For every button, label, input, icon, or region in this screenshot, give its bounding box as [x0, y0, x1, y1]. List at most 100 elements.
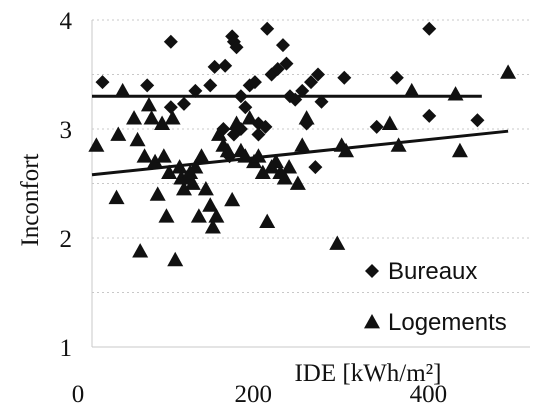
data-point-logements — [500, 64, 517, 79]
x-tick-label: 200 — [234, 381, 272, 408]
data-point-logements — [329, 235, 346, 250]
data-point-bureaux — [203, 78, 218, 93]
data-point-bureaux — [207, 59, 222, 74]
data-point-logements — [155, 148, 172, 163]
x-axis-title: IDE [kWh/m²] — [294, 360, 441, 387]
data-point-bureaux — [288, 92, 303, 107]
data-point-bureaux — [176, 96, 191, 111]
data-point-logements — [171, 159, 188, 174]
data-point-bureaux — [163, 34, 178, 49]
legend-diamond-icon — [365, 264, 379, 278]
data-point-bureaux — [422, 108, 437, 123]
data-point-bureaux — [314, 94, 329, 109]
data-point-logements — [114, 82, 131, 98]
axes — [91, 20, 530, 348]
data-point-logements — [208, 208, 225, 223]
data-point-logements — [381, 115, 398, 130]
legend-triangle-icon — [364, 314, 380, 329]
data-point-logements — [276, 170, 293, 185]
data-point-bureaux — [258, 119, 273, 134]
data-point-logements — [158, 208, 175, 223]
data-point-bureaux — [270, 62, 285, 77]
y-tick-label: 2 — [60, 226, 73, 253]
data-point-bureaux — [233, 89, 248, 104]
data-point-logements — [219, 142, 236, 158]
data-point-bureaux — [218, 58, 233, 73]
data-point-bureaux — [238, 100, 253, 115]
data-point-logements — [259, 213, 276, 229]
data-point-bureaux — [389, 70, 404, 85]
data-point-bureaux — [188, 83, 203, 98]
data-point-logements — [447, 86, 464, 101]
data-point-logements — [298, 110, 315, 125]
data-point-bureaux — [304, 75, 318, 90]
data-point-bureaux — [95, 75, 110, 90]
data-point-bureaux — [311, 67, 326, 82]
data-point-logements — [108, 189, 125, 205]
data-point-bureaux — [260, 21, 275, 36]
legend-marker-logements — [364, 314, 380, 329]
data-points — [88, 21, 517, 267]
data-point-logements — [338, 142, 355, 158]
data-point-logements — [204, 219, 221, 234]
y-tick-label: 3 — [60, 117, 73, 144]
legend-label-bureaux: Bureaux — [388, 258, 477, 285]
data-point-logements — [211, 126, 228, 141]
data-point-logements — [390, 137, 407, 152]
data-point-bureaux — [251, 127, 266, 142]
data-point-bureaux — [275, 38, 290, 53]
data-point-logements — [143, 110, 160, 125]
data-point-bureaux — [422, 21, 437, 36]
legend: Bureaux Logements — [364, 258, 507, 336]
tick-labels: 1 2 3 4 0 200 400 — [60, 8, 448, 408]
data-point-bureaux — [470, 113, 485, 128]
data-point-bureaux — [226, 127, 241, 142]
data-point-logements — [167, 251, 184, 267]
data-point-logements — [267, 153, 284, 169]
data-point-bureaux — [308, 160, 323, 175]
data-point-logements — [197, 180, 214, 196]
data-point-logements — [184, 175, 201, 190]
data-point-logements — [132, 243, 149, 258]
data-point-bureaux — [140, 78, 155, 93]
data-point-logements — [110, 126, 127, 141]
data-point-bureaux — [229, 40, 244, 55]
data-point-bureaux — [247, 75, 262, 90]
legend-label-logements: Logements — [388, 309, 507, 336]
y-tick-label: 4 — [60, 8, 73, 35]
y-tick-label: 1 — [60, 335, 73, 362]
data-point-bureaux — [337, 70, 352, 85]
data-point-logements — [129, 131, 146, 147]
data-point-logements — [193, 148, 210, 163]
data-point-bureaux — [163, 100, 178, 115]
data-point-logements — [175, 180, 192, 196]
data-point-logements — [451, 142, 468, 158]
data-point-logements — [154, 115, 171, 130]
data-point-bureaux — [369, 119, 384, 134]
data-point-logements — [250, 148, 267, 163]
data-point-logements — [224, 191, 241, 207]
data-point-logements — [289, 175, 306, 190]
data-point-bureaux — [279, 56, 294, 71]
data-point-logements — [281, 159, 298, 174]
x-tick-label: 400 — [410, 381, 448, 408]
data-point-logements — [190, 208, 207, 223]
data-point-logements — [241, 110, 258, 125]
grid-lines — [92, 19, 530, 348]
data-point-logements — [149, 186, 166, 201]
y-axis-title: Inconfort — [17, 153, 44, 246]
data-point-logements — [140, 97, 157, 112]
data-point-logements — [136, 148, 153, 163]
data-point-logements — [164, 110, 181, 125]
data-point-logements — [187, 159, 204, 174]
data-point-logements — [294, 137, 311, 152]
data-point-logements — [126, 110, 143, 125]
data-point-logements — [254, 164, 271, 179]
trendline-logements — [91, 129, 509, 177]
data-point-logements — [88, 137, 105, 152]
data-point-logements — [161, 164, 178, 179]
data-point-logements — [147, 153, 164, 169]
data-point-logements — [237, 148, 254, 163]
legend-marker-bureaux — [365, 264, 379, 278]
